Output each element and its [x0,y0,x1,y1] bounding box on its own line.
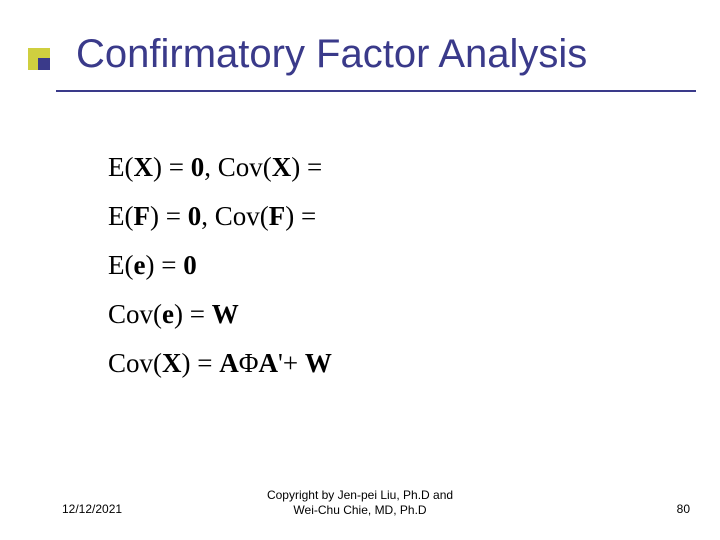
footer-copyright: Copyright by Jen-pei Liu, Ph.D and Wei-C… [0,488,720,518]
slide-title: Confirmatory Factor Analysis [76,32,587,77]
title-bullet-icon [28,48,50,70]
eq-line-4: Cov(e) = W [108,299,332,330]
title-underline [56,90,696,92]
footer-page-number: 80 [677,502,690,516]
eq-line-3: E(e) = 0 [108,250,332,281]
eq-line-5: Cov(X) = AΦA'+ W [108,348,332,379]
equations-block: E(X) = 0, Cov(X) = E(F) = 0, Cov(F) = E(… [108,152,332,397]
eq-line-1: E(X) = 0, Cov(X) = [108,152,332,183]
eq-line-2: E(F) = 0, Cov(F) = [108,201,332,232]
